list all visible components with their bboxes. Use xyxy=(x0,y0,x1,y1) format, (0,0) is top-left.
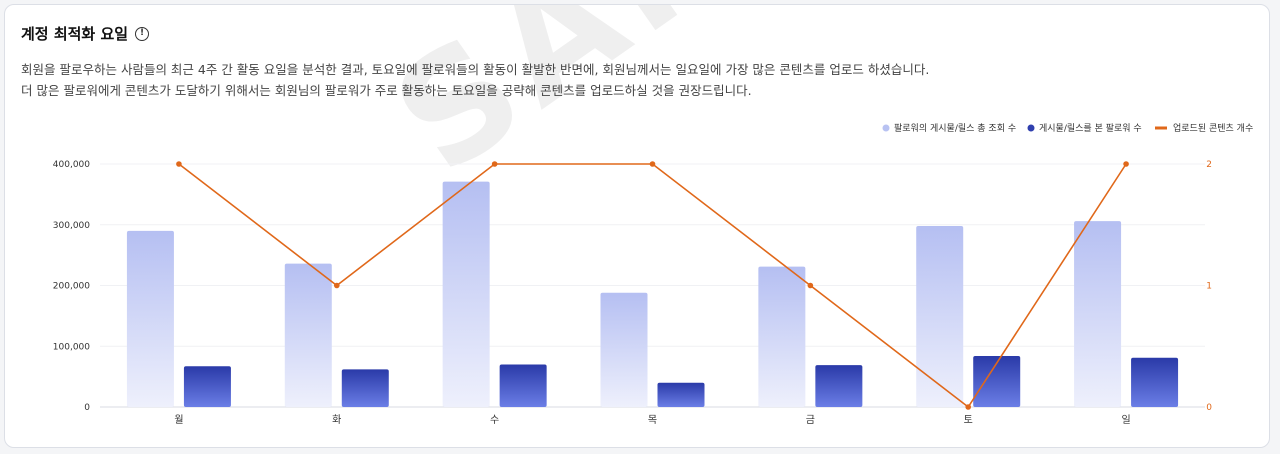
right-tick-label: 2 xyxy=(1206,160,1212,170)
left-tick-label: 0 xyxy=(84,403,90,413)
bar-total-views[interactable] xyxy=(284,263,332,407)
legend-label[interactable]: 팔로워의 게시물/릴스 총 조회 수 xyxy=(894,122,1016,134)
card-title: 계정 최적화 요일 xyxy=(21,25,129,43)
legend-label[interactable]: 게시물/릴스를 본 팔로워 수 xyxy=(1039,122,1142,134)
bar-followers-viewed[interactable] xyxy=(183,366,231,407)
category-label: 일 xyxy=(1121,414,1130,426)
category-label: 목 xyxy=(648,414,657,426)
uploads-point[interactable] xyxy=(807,282,814,289)
left-tick-label: 400,000 xyxy=(53,160,90,170)
bar-total-views[interactable] xyxy=(126,230,174,407)
category-label: 월 xyxy=(174,414,183,426)
uploads-point[interactable] xyxy=(965,404,972,410)
optimal-day-card: SAMPLE 계정 최적화 요일 ! 회원을 팔로우하는 사람들의 최근 4주 … xyxy=(4,4,1270,448)
bar-total-views[interactable] xyxy=(442,181,490,407)
right-tick-label: 1 xyxy=(1206,282,1212,292)
uploads-point[interactable] xyxy=(649,161,656,167)
bar-followers-viewed[interactable] xyxy=(341,369,389,407)
bar-total-views[interactable] xyxy=(600,292,648,407)
grid-lines xyxy=(100,163,1205,408)
uploads-point[interactable] xyxy=(1123,161,1129,167)
title-row: 계정 최적화 요일 ! xyxy=(21,23,150,44)
bars xyxy=(126,181,1179,407)
description-line-2: 더 많은 팔로워에게 콘텐츠가 도달하기 위해서는 회원님의 팔로워가 주로 활… xyxy=(21,83,752,98)
right-tick-label: 0 xyxy=(1206,403,1212,413)
bar-followers-viewed[interactable] xyxy=(657,382,705,407)
description: 회원을 팔로우하는 사람들의 최근 4주 간 활동 요일을 분석한 결과, 토요… xyxy=(21,59,929,101)
bar-followers-viewed[interactable] xyxy=(973,355,1021,407)
category-label: 수 xyxy=(490,414,499,426)
info-icon[interactable]: ! xyxy=(135,26,150,41)
bar-total-views[interactable] xyxy=(1074,221,1122,407)
uploads-point[interactable] xyxy=(333,282,340,289)
uploads-point[interactable] xyxy=(491,161,498,167)
bar-followers-viewed[interactable] xyxy=(499,364,547,407)
category-label: 토 xyxy=(964,415,973,426)
left-tick-label: 300,000 xyxy=(53,221,90,231)
uploads-point[interactable] xyxy=(176,161,182,167)
category-label: 화 xyxy=(332,414,341,426)
bar-followers-viewed[interactable] xyxy=(815,365,863,407)
legend-label[interactable]: 업로드된 콘텐츠 개수 xyxy=(1173,122,1253,134)
left-tick-label: 200,000 xyxy=(53,282,90,292)
axes: 0 100,000 200,000 300,000 400,000 0 1 2 월 화 수 목 금 토 일 xyxy=(53,160,1212,426)
description-line-1: 회원을 팔로우하는 사람들의 최근 4주 간 활동 요일을 분석한 결과, 토요… xyxy=(21,62,930,77)
left-tick-label: 100,000 xyxy=(53,342,90,352)
category-label: 금 xyxy=(806,414,815,426)
legend: 팔로워의 게시물/릴스 총 조회 수 게시물/릴스를 본 팔로워 수 업로드된 콘텐… xyxy=(882,122,1253,134)
bar-total-views[interactable] xyxy=(758,266,806,407)
line-series xyxy=(176,161,1129,410)
bar-total-views[interactable] xyxy=(916,225,964,407)
bar-followers-viewed[interactable] xyxy=(1131,357,1179,407)
legend-swatch xyxy=(1027,124,1035,132)
legend-swatch xyxy=(882,124,890,132)
